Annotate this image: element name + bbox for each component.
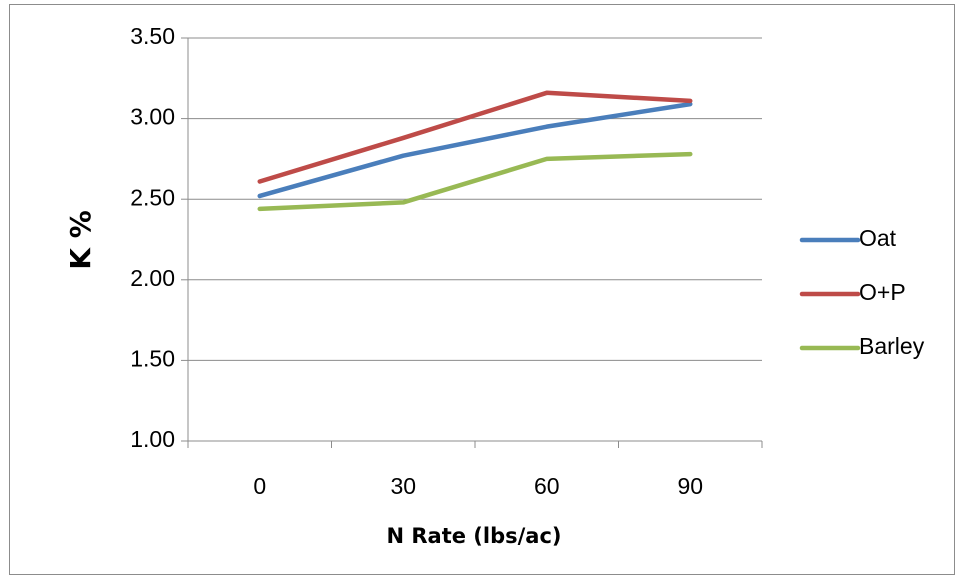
series-lines	[257, 90, 693, 212]
legend-label-barley: Barley	[859, 333, 925, 359]
series-line-oat	[257, 101, 693, 199]
x-tick-label: 90	[677, 473, 703, 499]
x-axis-title: N Rate (lbs/ac)	[386, 524, 561, 548]
y-axis-title: K %	[64, 210, 97, 270]
x-tick-label: 30	[390, 473, 416, 499]
y-tick-label: 3.50	[130, 23, 175, 49]
legend-label-oat: Oat	[859, 225, 897, 251]
axes	[181, 37, 763, 448]
y-tick-label: 2.00	[130, 265, 175, 291]
y-tick-labels: 1.00 1.50 2.00 2.50 3.00 3.50	[130, 23, 175, 452]
legend-label-o-p: O+P	[859, 279, 906, 305]
x-tick-label: 60	[534, 473, 560, 499]
y-tick-label: 1.00	[130, 426, 175, 452]
gridlines	[188, 37, 762, 361]
y-tick-label: 1.50	[130, 345, 175, 371]
series-line-barley	[257, 151, 693, 212]
x-tick-label: 0	[253, 473, 266, 499]
y-tick-label: 3.00	[130, 104, 175, 130]
x-tick-labels: 0 30 60 90	[253, 473, 703, 499]
chart-frame	[9, 4, 955, 575]
y-tick-label: 2.50	[130, 184, 175, 210]
legend: Oat O+P Barley	[799, 225, 925, 359]
series-line-o-p	[257, 90, 693, 184]
